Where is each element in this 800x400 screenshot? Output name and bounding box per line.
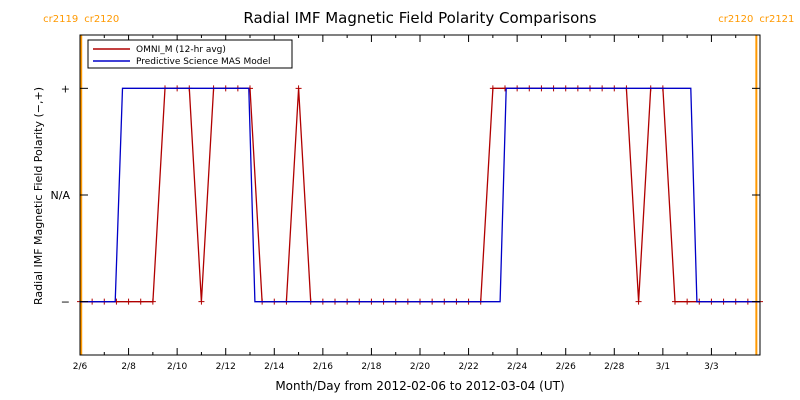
series-0-point-49 <box>672 298 678 305</box>
axes: 2/6 2/8 2/10 2/12 2/14 2/16 2/18 2/20 2/22 2/24 2/… <box>51 34 761 372</box>
series-0-point-50 <box>684 298 691 305</box>
series-0-point-34 <box>489 85 496 92</box>
carrington-label-1-b: cr2121 <box>759 14 794 25</box>
x-axis-label: Month/Day from 2012-02-06 to 2012-03-04 … <box>275 379 564 393</box>
series-0-point-4 <box>125 298 132 305</box>
x-tick-label-9: 2/24 <box>507 362 527 372</box>
series-0-point-6 <box>149 298 156 305</box>
y-tick-label-1: N/A <box>51 189 71 202</box>
carrington-label-1-a: cr2120 <box>718 14 753 25</box>
x-tick-label-6: 2/18 <box>361 362 381 372</box>
legend: OMNI_M (12-hr avg) Predictive Science MA… <box>87 39 293 69</box>
series-line-1 <box>80 87 760 303</box>
y-tick-label-2: − <box>61 296 70 309</box>
x-tick-label-2: 2/10 <box>167 362 187 372</box>
carrington-label-0-a: cr2119 <box>43 14 78 25</box>
x-tick-label-5: 2/16 <box>313 362 333 372</box>
x-tick-label-7: 2/20 <box>410 362 430 372</box>
legend-label-mas: Predictive Science MAS Model <box>136 57 271 67</box>
series-0-point-10 <box>198 298 205 305</box>
series-0-point-5 <box>137 298 144 305</box>
x-tick-label-12: 3/1 <box>656 362 670 372</box>
y-axis-label: Radial IMF Magnetic Field Polarity (−,+) <box>32 87 45 305</box>
x-tick-label-3: 2/12 <box>216 362 236 372</box>
x-tick-label-1: 2/8 <box>121 362 136 372</box>
chart-title: Radial IMF Magnetic Field Polarity Compa… <box>243 9 596 27</box>
series-0-point-18 <box>295 85 302 92</box>
series-0-point-46 <box>635 298 642 305</box>
x-tick-label-4: 2/14 <box>264 362 284 372</box>
x-tick-label-0: 2/6 <box>73 362 88 372</box>
x-tick-label-8: 2/22 <box>458 362 478 372</box>
legend-label-omni: OMNI_M (12-hr avg) <box>136 45 226 55</box>
legend-box <box>87 39 293 69</box>
x-tick-label-10: 2/26 <box>556 362 576 372</box>
carrington-label-0-b: cr2120 <box>84 14 119 25</box>
x-tick-label-13: 3/3 <box>704 362 718 372</box>
y-tick-label-0: + <box>61 82 70 95</box>
x-tick-label-11: 2/28 <box>604 362 624 372</box>
